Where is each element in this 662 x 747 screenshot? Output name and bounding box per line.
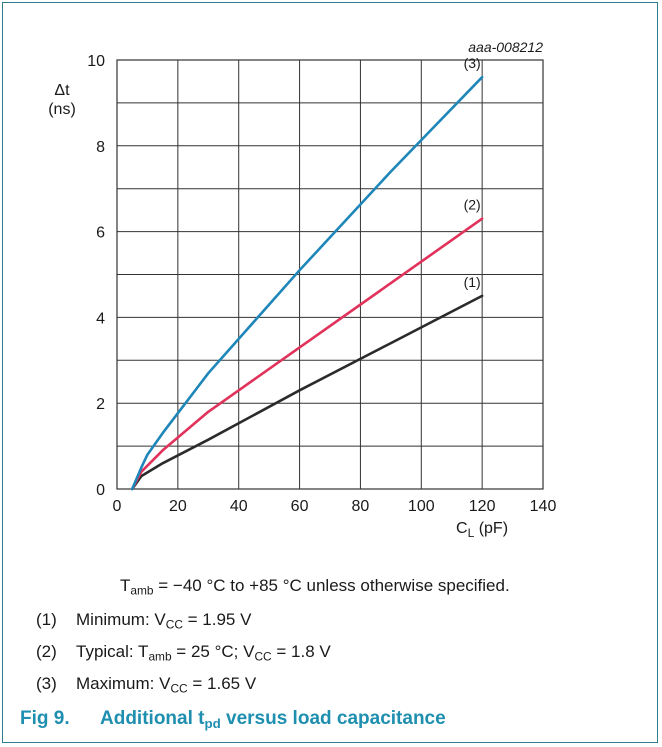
cond-rest: = −40 °C to +85 °C unless otherwise spec… (153, 576, 510, 595)
y-tick-label-3: 6 (96, 225, 105, 242)
note-3-sub-a: CC (170, 681, 188, 696)
note-2-text-c: = 1.8 V (271, 642, 331, 661)
x-tick-label-6: 120 (469, 498, 496, 515)
x-tick-label-7: 140 (530, 498, 557, 515)
series-label-2: (2) (464, 197, 481, 213)
y-axis-label-unit: (ns) (48, 101, 76, 118)
cond-t-sub: amb (130, 583, 154, 598)
y-tick-label-1: 2 (96, 396, 105, 413)
x-tick-label-3: 60 (291, 498, 309, 515)
x-tick-label-0: 0 (113, 498, 122, 515)
cond-t: T (120, 576, 131, 595)
x-tick-label-1: 20 (169, 498, 187, 515)
y-axis-label-symbol: Δt (54, 82, 70, 99)
caption-post: versus load capacitance (220, 708, 446, 729)
x-axis-label: CL (pF) (456, 520, 508, 540)
series-line-3 (130, 75, 484, 491)
note-2-text-a: Typical: T (76, 642, 149, 661)
note-1-sub-a: CC (165, 617, 183, 632)
note-2-text-b: = 25 °C; V (171, 642, 255, 661)
note-3-text-a: Maximum: V (76, 674, 171, 693)
series-line-2 (130, 217, 484, 491)
note-2-num: (2) (36, 642, 57, 661)
doc-code: aaa-008212 (468, 39, 543, 55)
series-label-1: (1) (464, 274, 481, 290)
note-3-text-b: = 1.65 V (187, 674, 257, 693)
x-tick-label-4: 80 (352, 498, 370, 515)
plot-border (116, 59, 544, 490)
caption-pre: Additional t (100, 708, 205, 729)
note-2-sub-a: amb (148, 649, 172, 664)
series-label-3: (3) (464, 55, 481, 71)
caption-label: Fig 9. (20, 708, 70, 729)
y-tick-label-5: 10 (87, 53, 105, 70)
note-2-sub-b: CC (254, 649, 272, 664)
x-tick-label-2: 40 (230, 498, 248, 515)
note-3-num: (3) (36, 674, 57, 693)
y-tick-label-4: 8 (96, 139, 105, 156)
note-2: (2) Typical: Tamb = 25 °C; VCC = 1.8 V (36, 642, 331, 664)
series-line-1 (130, 294, 484, 491)
note-1-text-a: Minimum: V (76, 610, 166, 629)
y-tick-label-2: 4 (96, 310, 105, 327)
figure-caption: Fig 9. Additional tpd versus load capacit… (20, 708, 446, 731)
note-1: (1) Minimum: VCC = 1.95 V (36, 610, 251, 632)
conditions-note: Tamb = −40 °C to +85 °C unless otherwise… (120, 576, 510, 598)
y-tick-label-0: 0 (96, 482, 105, 499)
caption-sub: pd (204, 715, 221, 731)
note-1-text-b: = 1.95 V (182, 610, 252, 629)
note-3: (3) Maximum: VCC = 1.65 V (36, 674, 256, 696)
x-tick-label-5: 100 (408, 498, 435, 515)
note-1-num: (1) (36, 610, 57, 629)
